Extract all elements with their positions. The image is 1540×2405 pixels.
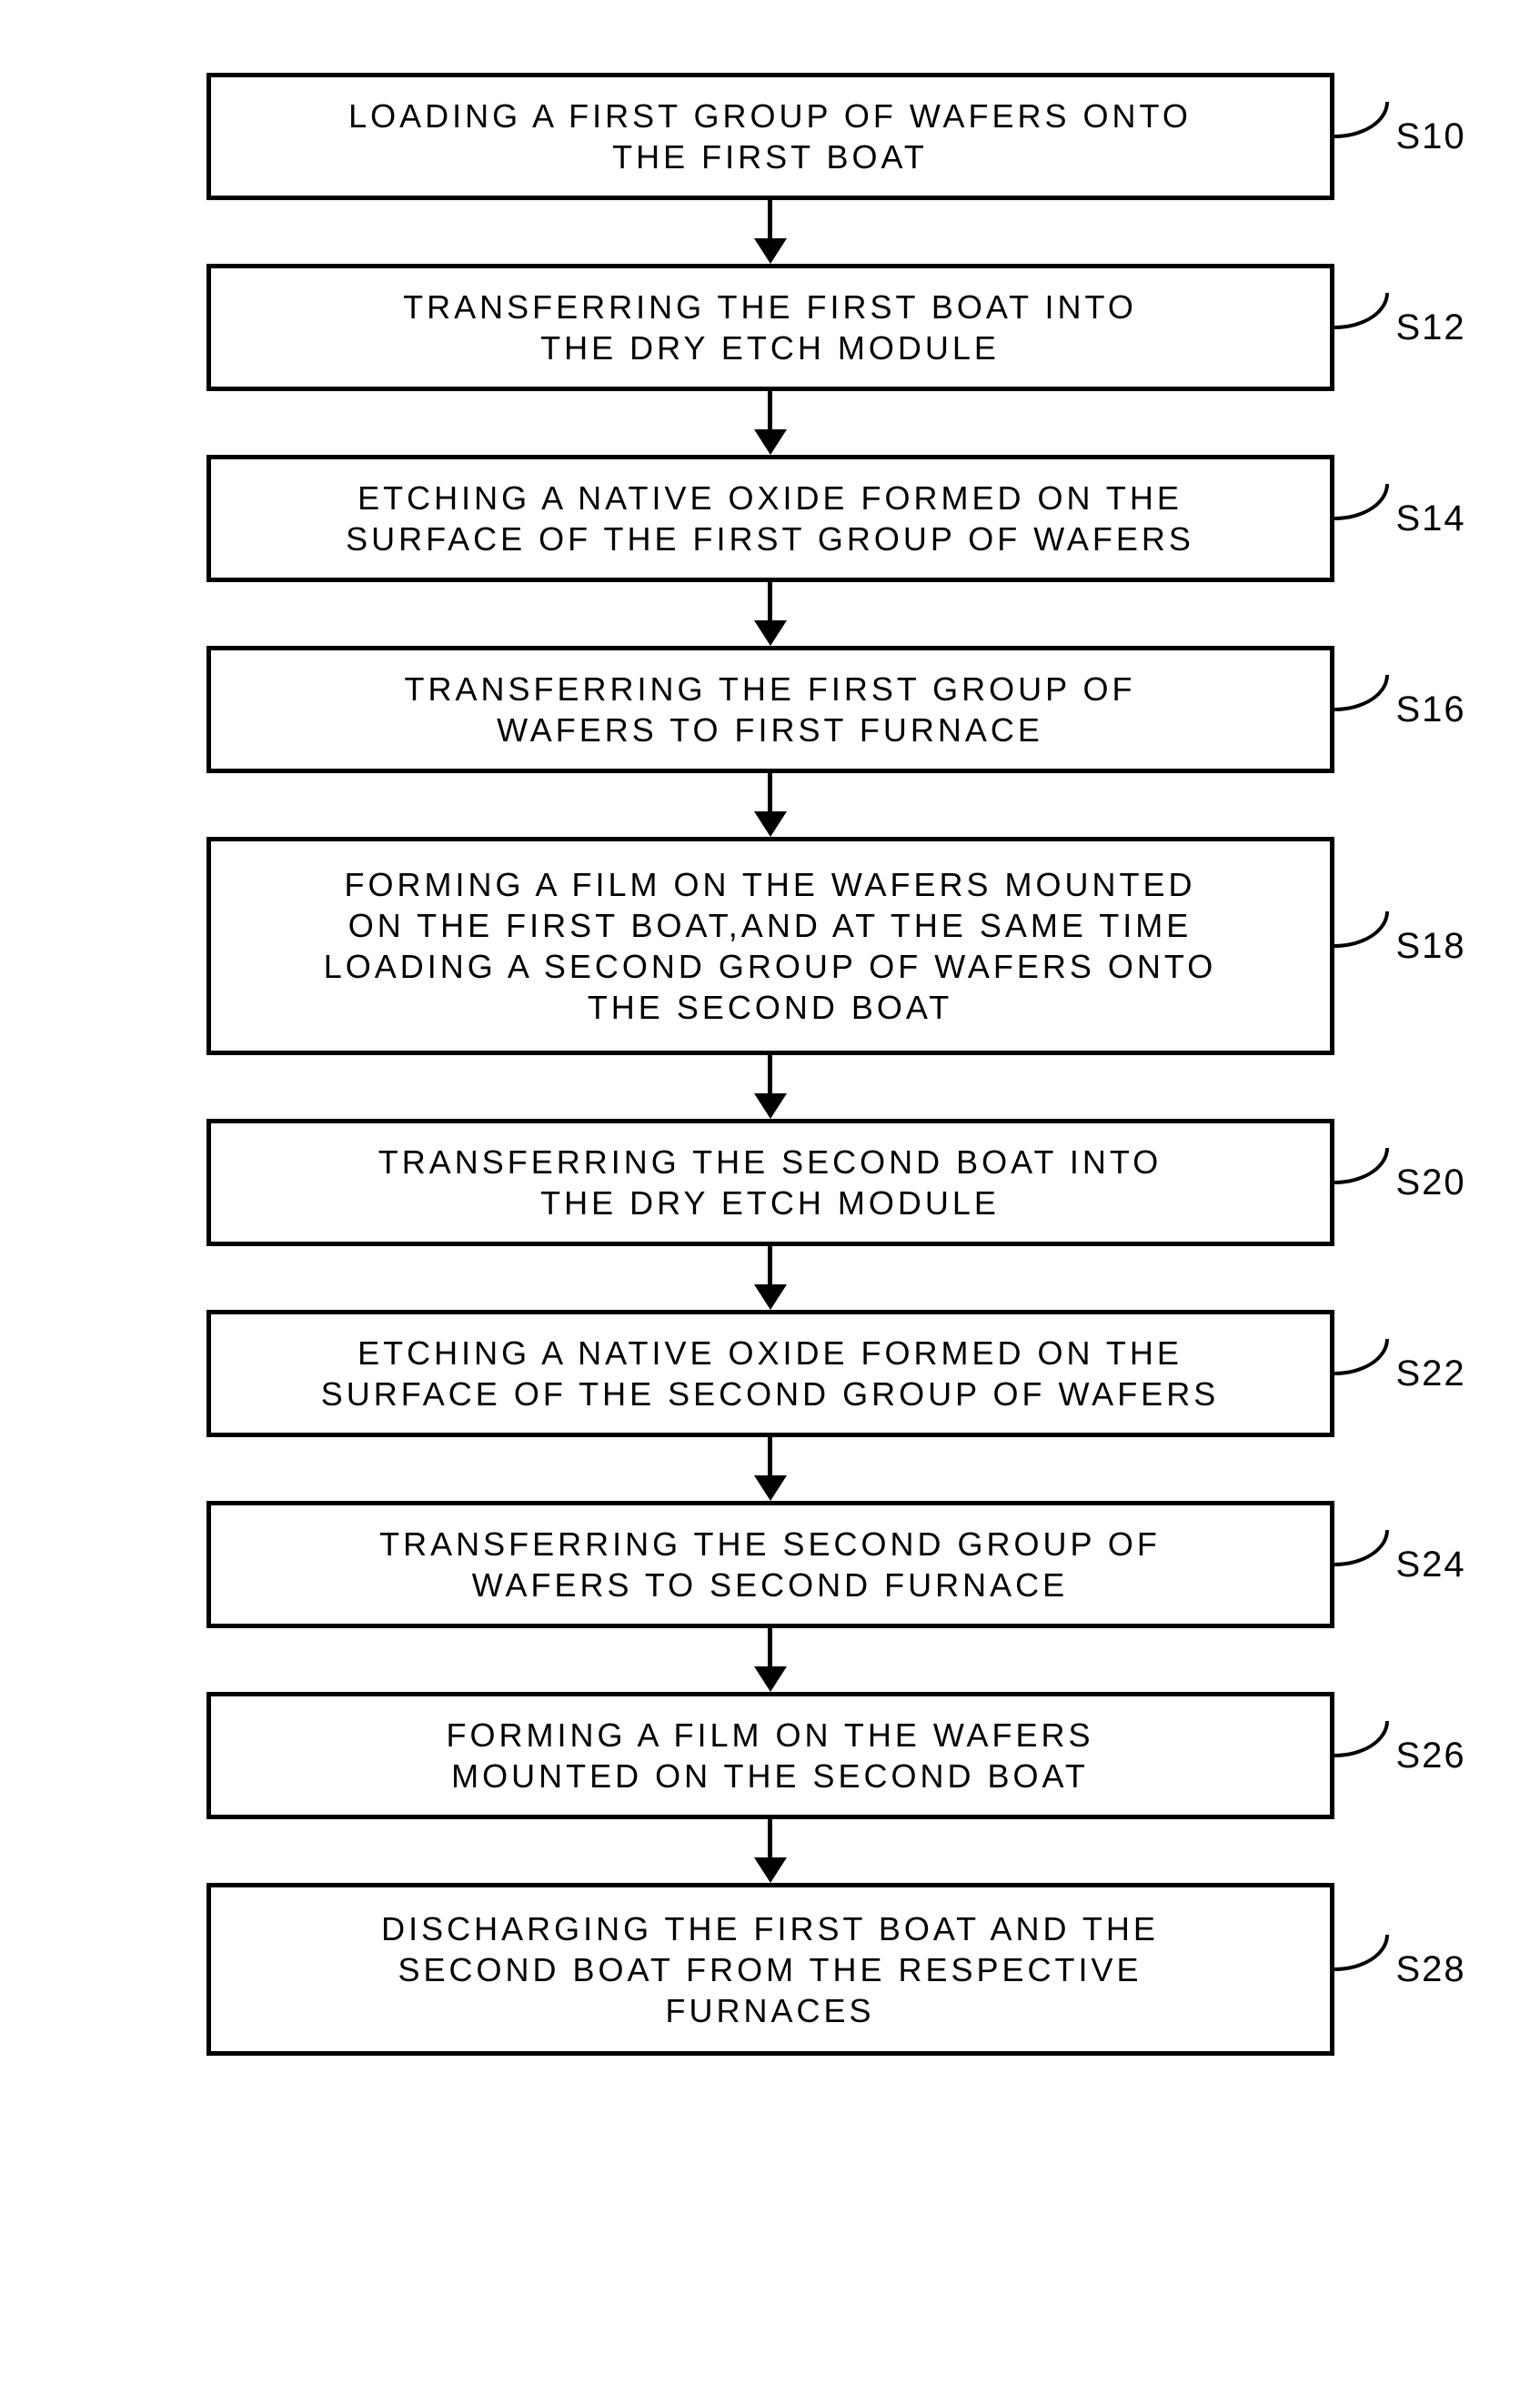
connector-curve [1334, 1721, 1389, 1757]
arrow-line [768, 391, 772, 430]
flowchart-arrow [754, 200, 787, 264]
flowchart-arrow [754, 773, 787, 837]
flowchart-step-box: TRANSFERRING THE FIRST GROUP OF WAFERS T… [206, 646, 1334, 773]
flowchart-step-box: ETCHING A NATIVE OXIDE FORMED ON THE SUR… [206, 1310, 1334, 1437]
flowchart-step-row: FORMING A FILM ON THE WAFERS MOUNTED ON … [55, 837, 1485, 1055]
connector-curve [1334, 1148, 1389, 1184]
arrow-head-icon [754, 1857, 787, 1883]
flowchart-step-label-group: S28 [1334, 1949, 1466, 1990]
flowchart-step-label: S20 [1396, 1162, 1466, 1203]
flowchart-step-label: S22 [1396, 1353, 1466, 1394]
flowchart-step-label-group: S18 [1334, 926, 1466, 967]
arrow-head-icon [754, 238, 787, 264]
arrow-head-icon [754, 1284, 787, 1310]
flowchart-step-row: TRANSFERRING THE SECOND GROUP OF WAFERS … [55, 1501, 1485, 1628]
connector-curve [1334, 1935, 1389, 1971]
flowchart-step-box: TRANSFERRING THE SECOND GROUP OF WAFERS … [206, 1501, 1334, 1628]
arrow-head-icon [754, 620, 787, 646]
flowchart-step-row: TRANSFERRING THE FIRST BOAT INTO THE DRY… [55, 264, 1485, 391]
connector-curve [1334, 1530, 1389, 1566]
flowchart-step-box: DISCHARGING THE FIRST BOAT AND THE SECON… [206, 1883, 1334, 2056]
connector-curve [1334, 293, 1389, 329]
connector-curve [1334, 911, 1389, 948]
flowchart-step-label: S16 [1396, 689, 1466, 730]
flowchart-arrow [754, 1246, 787, 1310]
flowchart-step-row: ETCHING A NATIVE OXIDE FORMED ON THE SUR… [55, 455, 1485, 582]
arrow-line [768, 1628, 772, 1667]
flowchart-step-label: S12 [1396, 307, 1466, 348]
flowchart-step-label-group: S14 [1334, 498, 1466, 539]
flowchart-arrow [754, 1437, 787, 1501]
flowchart-step-label-group: S26 [1334, 1736, 1466, 1776]
connector-curve [1334, 1339, 1389, 1375]
arrow-line [768, 1246, 772, 1285]
connector-curve [1334, 484, 1389, 520]
flowchart-step-label: S18 [1396, 926, 1466, 967]
flowchart-step-label-group: S20 [1334, 1162, 1466, 1203]
arrow-line [768, 582, 772, 621]
arrow-line [768, 200, 772, 239]
flowchart-step-label: S24 [1396, 1545, 1466, 1585]
arrow-head-icon [754, 429, 787, 455]
flowchart-arrow [754, 1628, 787, 1692]
flowchart-step-label-group: S10 [1334, 116, 1466, 157]
connector-curve [1334, 675, 1389, 711]
flowchart-step-box: LOADING A FIRST GROUP OF WAFERS ONTO THE… [206, 73, 1334, 200]
flowchart-step-label: S14 [1396, 498, 1466, 539]
flowchart-step-box: TRANSFERRING THE FIRST BOAT INTO THE DRY… [206, 264, 1334, 391]
arrow-head-icon [754, 811, 787, 837]
flowchart-arrow [754, 391, 787, 455]
flowchart-step-label-group: S24 [1334, 1545, 1466, 1585]
arrow-line [768, 773, 772, 812]
flowchart-step-box: FORMING A FILM ON THE WAFERS MOUNTED ON … [206, 1692, 1334, 1819]
flowchart-step-box: TRANSFERRING THE SECOND BOAT INTO THE DR… [206, 1119, 1334, 1246]
arrow-line [768, 1437, 772, 1476]
flowchart-step-label-group: S12 [1334, 307, 1466, 348]
flowchart-container: LOADING A FIRST GROUP OF WAFERS ONTO THE… [0, 0, 1540, 2128]
arrow-head-icon [754, 1093, 787, 1119]
flowchart-step-row: LOADING A FIRST GROUP OF WAFERS ONTO THE… [55, 73, 1485, 200]
connector-curve [1334, 102, 1389, 138]
flowchart-step-label-group: S16 [1334, 689, 1466, 730]
flowchart-arrow [754, 1819, 787, 1883]
flowchart-step-row: ETCHING A NATIVE OXIDE FORMED ON THE SUR… [55, 1310, 1485, 1437]
arrow-head-icon [754, 1666, 787, 1692]
flowchart-step-row: FORMING A FILM ON THE WAFERS MOUNTED ON … [55, 1692, 1485, 1819]
flowchart-step-row: TRANSFERRING THE SECOND BOAT INTO THE DR… [55, 1119, 1485, 1246]
flowchart-step-label: S28 [1396, 1949, 1466, 1990]
arrow-line [768, 1819, 772, 1858]
flowchart-step-row: DISCHARGING THE FIRST BOAT AND THE SECON… [55, 1883, 1485, 2056]
flowchart-arrow [754, 582, 787, 646]
flowchart-step-label: S26 [1396, 1736, 1466, 1776]
arrow-head-icon [754, 1475, 787, 1501]
flowchart-step-label-group: S22 [1334, 1353, 1466, 1394]
flowchart-step-box: FORMING A FILM ON THE WAFERS MOUNTED ON … [206, 837, 1334, 1055]
flowchart-step-label: S10 [1396, 116, 1466, 157]
arrow-line [768, 1055, 772, 1094]
flowchart-arrow [754, 1055, 787, 1119]
flowchart-step-box: ETCHING A NATIVE OXIDE FORMED ON THE SUR… [206, 455, 1334, 582]
flowchart-step-row: TRANSFERRING THE FIRST GROUP OF WAFERS T… [55, 646, 1485, 773]
